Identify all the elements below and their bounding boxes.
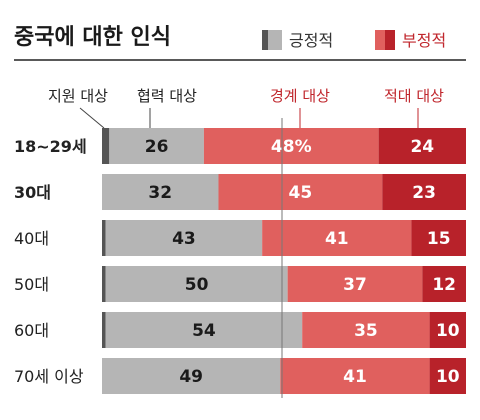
leader-lines: [79, 107, 419, 129]
bar-segment: [102, 128, 110, 164]
data-label: 15: [427, 229, 451, 249]
row-label: 40대: [14, 229, 49, 248]
bar-segment: [287, 266, 423, 302]
row-label: 30대: [14, 183, 51, 202]
data-label: 24: [410, 137, 434, 157]
row-label: 60대: [14, 321, 49, 340]
data-label: 54: [192, 321, 216, 341]
bar-segment: [102, 174, 219, 210]
legend-label-negative: 부정적: [402, 31, 446, 50]
bar-segment: [203, 128, 379, 164]
data-label: 26: [145, 137, 169, 157]
legend-swatch-negative-light: [375, 30, 385, 50]
column-header-caution: 경계 대상: [270, 87, 330, 105]
data-label: 23: [412, 183, 436, 203]
column-header-hostile: 적대 대상: [384, 87, 444, 105]
column-header-cooperation: 협력 대상: [137, 87, 197, 105]
data-label: 43: [172, 229, 196, 249]
bar-segment: [378, 128, 466, 164]
data-label: 41: [325, 229, 349, 249]
data-label: 49: [179, 367, 203, 387]
legend-swatch-positive-dark: [262, 30, 268, 50]
legend-label-positive: 긍정적: [289, 31, 333, 50]
bar-segment: [109, 128, 204, 164]
bar-segment: [105, 312, 303, 348]
row-label: 50대: [14, 275, 49, 294]
bar-segment: [102, 266, 106, 302]
column-headers: 지원 대상 협력 대상 경계 대상 적대 대상: [48, 87, 444, 105]
bar-segment: [411, 220, 466, 256]
labels-group: 18~29세 26 48% 24 30대 32 45 23 40대 43 41 15 50대 50 37 12…: [14, 137, 460, 387]
column-header-support: 지원 대상: [48, 87, 108, 105]
bar-segment: [302, 312, 430, 348]
bar-segment: [280, 358, 430, 394]
leader-line-support: [79, 107, 105, 129]
row-label: 18~29세: [14, 137, 87, 156]
legend-swatch-positive-light: [268, 30, 282, 50]
bar-segment: [102, 220, 106, 256]
bar-segment: [105, 266, 288, 302]
bar-segment: [382, 174, 466, 210]
bar-segment: [218, 174, 383, 210]
data-label: 10: [436, 321, 460, 341]
legend-swatch-negative-dark: [385, 30, 395, 50]
bar-segment: [422, 266, 466, 302]
data-label: 35: [354, 321, 378, 341]
bar-segment: [102, 358, 281, 394]
data-label: 45: [289, 183, 313, 203]
data-label: 32: [148, 183, 172, 203]
bars-group: [102, 128, 466, 394]
data-label: 48%: [271, 137, 312, 157]
data-label: 50: [185, 275, 209, 295]
data-label: 12: [432, 275, 456, 295]
legend: 긍정적 부정적: [262, 30, 446, 50]
bar-segment: [105, 220, 263, 256]
bar-segment: [102, 312, 106, 348]
chart-title: 중국에 대한 인식: [14, 25, 171, 50]
data-label: 37: [343, 275, 367, 295]
bar-segment: [262, 220, 412, 256]
row-label: 70세 이상: [14, 367, 84, 386]
bar-segment: [429, 358, 466, 394]
data-label: 10: [436, 367, 460, 387]
bar-segment: [429, 312, 466, 348]
data-label: 41: [343, 367, 367, 387]
